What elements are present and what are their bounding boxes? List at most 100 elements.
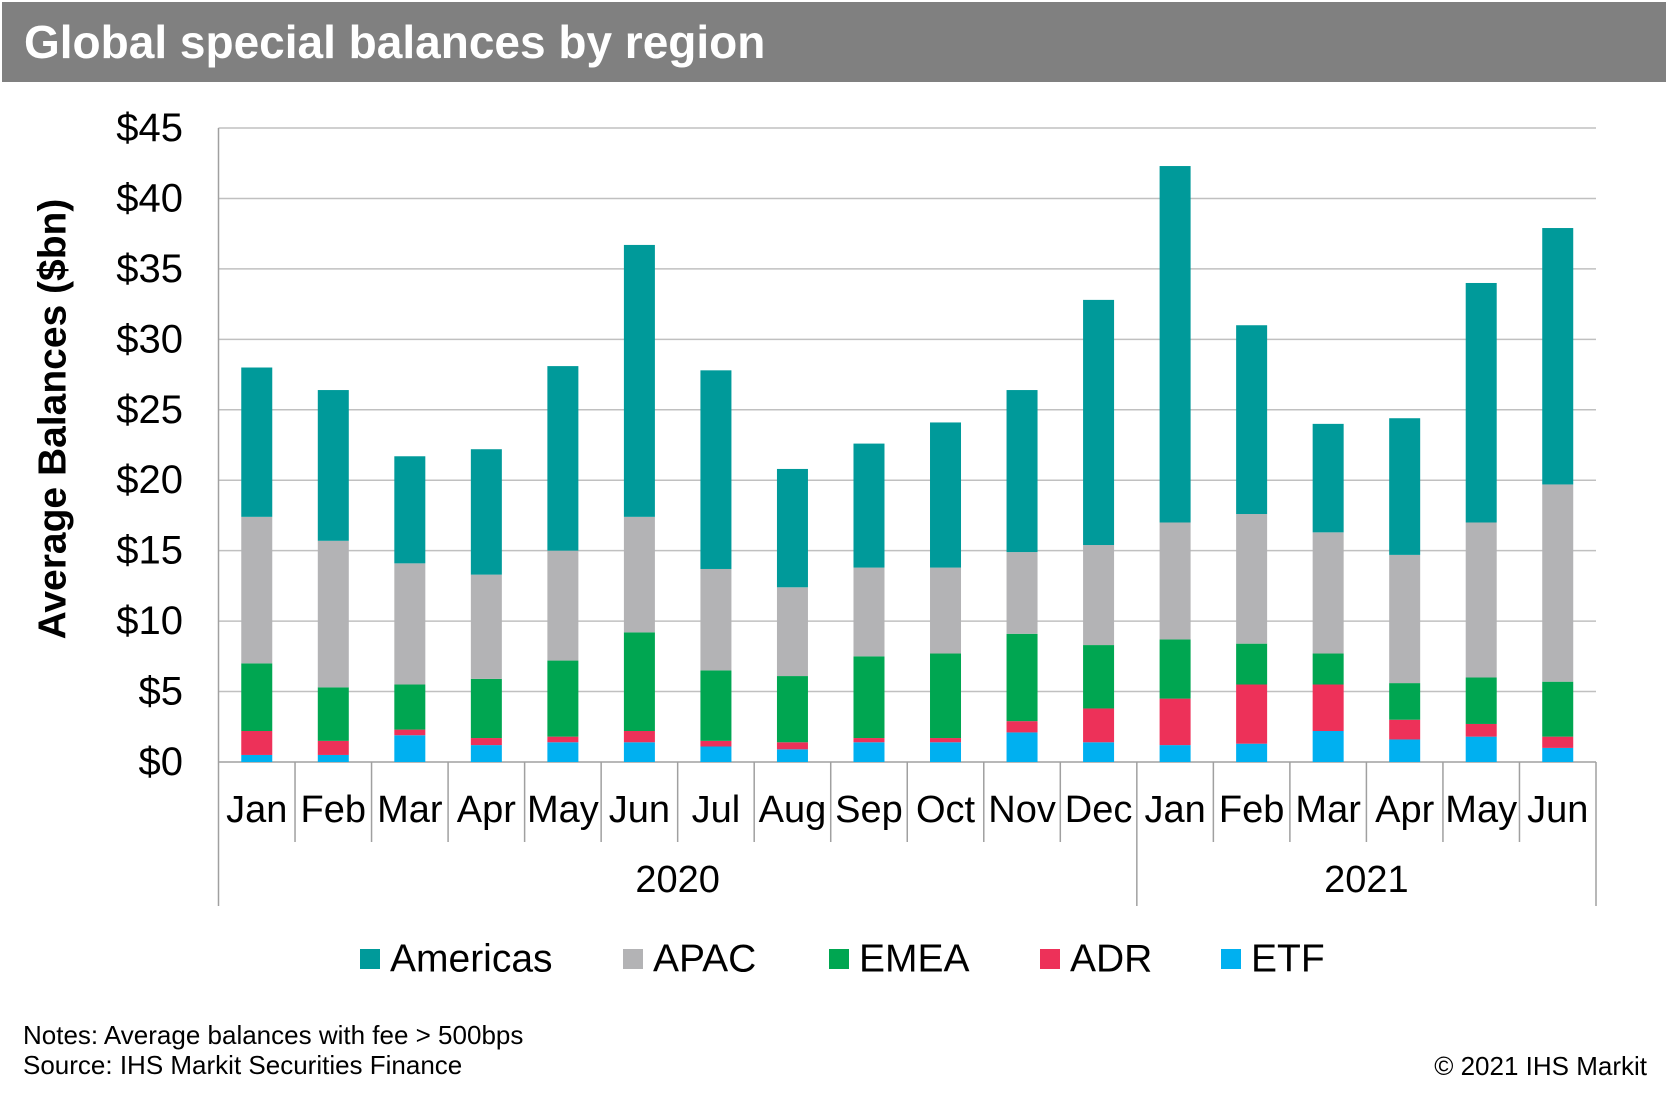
bar-etf-jun-2021 — [1542, 747, 1574, 762]
bar-etf-jul-2020 — [700, 746, 732, 762]
bar-adr-feb-2020 — [317, 740, 349, 755]
y-tick-label: $5 — [139, 670, 184, 714]
x-category-label: Nov — [988, 789, 1056, 831]
bar-stack-jun-2021 — [1542, 228, 1574, 762]
bar-etf-nov-2020 — [1006, 732, 1038, 762]
bar-apac-jul-2020 — [700, 568, 732, 671]
bar-emea-apr-2021 — [1389, 683, 1421, 720]
bar-adr-sep-2020 — [853, 738, 885, 743]
bar-apac-mar-2020 — [394, 563, 426, 685]
bar-adr-nov-2020 — [1006, 721, 1038, 733]
chart-notes: Notes: Average balances with fee > 500bp… — [23, 1020, 524, 1050]
bar-apac-jun-2021 — [1542, 484, 1574, 682]
bar-etf-dec-2020 — [1083, 742, 1115, 762]
y-tick-label: $15 — [116, 529, 183, 573]
bar-stack-dec-2020 — [1083, 299, 1115, 762]
x-group-label: 2021 — [1324, 859, 1409, 901]
bar-apac-dec-2020 — [1083, 545, 1115, 646]
x-category-label: Jun — [1527, 789, 1588, 831]
bar-adr-feb-2021 — [1236, 684, 1268, 744]
bar-apac-jan-2021 — [1159, 522, 1191, 640]
bar-etf-mar-2021 — [1312, 731, 1344, 762]
x-category-label: Jan — [1144, 789, 1205, 831]
legend-swatch-emea — [829, 949, 849, 969]
bar-adr-oct-2020 — [930, 738, 962, 743]
bar-emea-aug-2020 — [776, 676, 808, 743]
bar-apac-apr-2020 — [470, 574, 502, 679]
y-tick-label: $25 — [116, 388, 183, 432]
x-category-label: Oct — [916, 789, 976, 831]
bar-stack-nov-2020 — [1006, 390, 1038, 762]
bar-stack-feb-2020 — [317, 390, 349, 762]
bar-etf-may-2021 — [1465, 736, 1497, 762]
bar-americas-nov-2020 — [1006, 390, 1038, 553]
bar-stack-aug-2020 — [776, 468, 808, 762]
y-axis-title: Average Balances ($bn) — [32, 199, 75, 640]
bar-emea-mar-2021 — [1312, 653, 1344, 685]
bar-americas-may-2020 — [547, 366, 579, 551]
bar-emea-oct-2020 — [930, 653, 962, 739]
x-category-label: May — [1445, 789, 1517, 831]
bar-apac-may-2021 — [1465, 522, 1497, 678]
y-tick-label: $30 — [116, 317, 183, 361]
x-category-label: Feb — [301, 789, 366, 831]
legend-swatch-etf — [1221, 949, 1241, 969]
bar-adr-jun-2020 — [623, 731, 655, 743]
bar-emea-jan-2020 — [241, 663, 273, 732]
bar-adr-apr-2021 — [1389, 719, 1421, 740]
bar-americas-aug-2020 — [776, 468, 808, 588]
bar-americas-jan-2020 — [241, 367, 273, 517]
bar-apac-jun-2020 — [623, 516, 655, 633]
bar-etf-jan-2021 — [1159, 745, 1191, 762]
x-category-label: Jul — [692, 789, 741, 831]
x-category-label: Mar — [377, 789, 443, 831]
bar-apac-sep-2020 — [853, 567, 885, 657]
x-category-label: Sep — [835, 789, 903, 831]
bar-etf-feb-2021 — [1236, 743, 1268, 762]
bar-emea-sep-2020 — [853, 656, 885, 739]
bar-adr-aug-2020 — [776, 742, 808, 750]
bar-emea-jan-2021 — [1159, 639, 1191, 699]
bar-americas-jul-2020 — [700, 370, 732, 569]
copyright-notice: © 2021 IHS Markit — [1434, 1051, 1647, 1081]
bar-stack-jul-2020 — [700, 370, 732, 762]
y-tick-label: $20 — [116, 458, 183, 502]
bar-adr-mar-2021 — [1312, 684, 1344, 732]
bar-adr-jul-2020 — [700, 740, 732, 747]
bar-apac-nov-2020 — [1006, 552, 1038, 634]
bar-stack-may-2020 — [547, 366, 579, 762]
x-category-label: Apr — [457, 789, 516, 831]
y-axis-tick-labels: $0 $5 $10 $15 $20 $25 $30 $35 $40 $45 — [116, 106, 183, 784]
bar-etf-sep-2020 — [853, 742, 885, 762]
bar-americas-apr-2021 — [1389, 418, 1421, 555]
legend-item-apac: APAC — [623, 938, 756, 981]
legend-swatch-apac — [623, 949, 643, 969]
bar-stack-oct-2020 — [930, 422, 962, 762]
legend-label: ADR — [1070, 938, 1152, 981]
legend-swatch-americas — [360, 949, 380, 969]
x-category-label: Dec — [1065, 789, 1133, 831]
gridlines — [218, 127, 1596, 763]
legend-label: ETF — [1251, 938, 1325, 981]
bar-emea-jun-2020 — [623, 632, 655, 732]
bar-apac-jan-2020 — [241, 516, 273, 664]
bar-stack-mar-2020 — [394, 456, 426, 762]
bar-etf-apr-2021 — [1389, 739, 1421, 762]
bar-emea-nov-2020 — [1006, 633, 1038, 722]
legend-label: APAC — [653, 938, 756, 981]
bar-etf-apr-2020 — [470, 745, 502, 762]
y-tick-label: $10 — [116, 599, 183, 643]
bar-emea-may-2021 — [1465, 677, 1497, 724]
bar-apac-oct-2020 — [930, 567, 962, 654]
x-category-label: Apr — [1375, 789, 1434, 831]
bar-apac-mar-2021 — [1312, 532, 1344, 654]
bar-etf-aug-2020 — [776, 749, 808, 762]
y-tick-label: $40 — [116, 176, 183, 220]
x-category-label: May — [527, 789, 599, 831]
bar-emea-mar-2020 — [394, 684, 426, 730]
bar-stack-sep-2020 — [853, 443, 885, 762]
bar-etf-feb-2020 — [317, 754, 349, 762]
bar-etf-may-2020 — [547, 742, 579, 762]
bar-americas-oct-2020 — [930, 422, 962, 568]
x-category-label: Aug — [759, 789, 827, 831]
